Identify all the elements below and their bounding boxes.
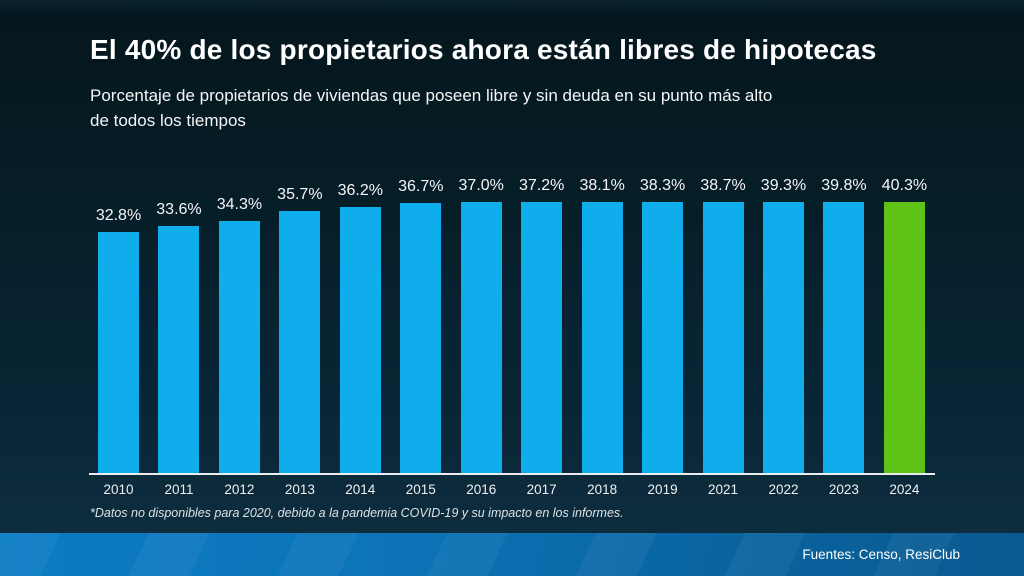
bar-column-2018: 38.1%: [579, 177, 625, 473]
x-tick-2012: 2012: [224, 482, 255, 497]
x-tick-2011: 2011: [164, 482, 194, 497]
x-tick-2017: 2017: [526, 482, 557, 497]
bar-column-2019: 38.3%: [639, 177, 686, 473]
bar-column-2012: 34.3%: [216, 177, 263, 473]
x-tick-2023: 2023: [828, 482, 859, 497]
bar-2017: [521, 202, 563, 473]
bar-column-2015: 36.7%: [398, 177, 444, 473]
bar-column-2011: 33.6%: [156, 177, 202, 473]
bar-value-label-2011: 33.6%: [156, 201, 202, 219]
x-axis-line: [89, 473, 935, 475]
bar-value-label-2014: 36.2%: [337, 182, 383, 200]
bar-value-label-2010: 32.8%: [95, 207, 142, 225]
bar-2023: [823, 202, 865, 473]
footnote: *Datos no disponibles para 2020, debido …: [90, 506, 624, 520]
page-subtitle: Porcentaje de propietarios de viviendas …: [90, 86, 773, 130]
bar-value-label-2021: 38.7%: [700, 177, 746, 194]
bar-column-2016: 37.0%: [458, 177, 504, 473]
bar-value-label-2012: 34.3%: [216, 196, 263, 214]
bar-2019: [642, 202, 684, 473]
bar-value-label-2016: 37.0%: [458, 177, 504, 194]
bar-column-2023: 39.8%: [821, 177, 867, 473]
x-tick-2019: 2019: [647, 482, 678, 497]
bar-2022: [762, 202, 804, 473]
bar-2015: [400, 203, 442, 473]
bar-value-label-2015: 36.7%: [398, 178, 444, 196]
x-tick-2018: 2018: [587, 482, 618, 497]
bar-value-label-2019: 38.3%: [639, 177, 686, 194]
x-axis-labels: 2010 2011 2012 2013 2014 2015 2016 2017 2018 2019…: [89, 482, 935, 497]
bar-column-2022: 39.3%: [760, 177, 807, 473]
bar-value-label-2023: 39.8%: [821, 177, 867, 194]
x-tick-2016: 2016: [466, 482, 497, 497]
bar-2013: [279, 210, 321, 473]
x-tick-2013: 2013: [284, 482, 315, 497]
bar-value-label-2018: 38.1%: [579, 177, 625, 194]
footer-bar: Fuentes: Censo, ResiClub: [0, 533, 1024, 576]
x-tick-2015: 2015: [405, 482, 436, 497]
bar-value-label-2024: 40.3%: [881, 177, 928, 194]
bar-value-label-2017: 37.2%: [518, 177, 565, 194]
x-tick-2024: 2024: [889, 482, 920, 497]
bar-value-label-2022: 39.3%: [760, 177, 807, 194]
x-tick-2021: 2021: [708, 482, 739, 497]
bar-2021: [702, 202, 744, 473]
x-tick-2022: 2022: [768, 482, 799, 497]
bar-column-2010: 32.8%: [95, 177, 142, 473]
bar-2024: [883, 202, 925, 473]
bar-column-2024: 40.3%: [881, 177, 928, 473]
bar-2016: [460, 202, 502, 473]
bar-column-2013: 35.7%: [277, 177, 323, 473]
bar-2014: [339, 207, 381, 473]
bar-2010: [98, 232, 139, 473]
page-title: El 40% de los propietarios ahora están l…: [90, 34, 877, 65]
bar-column-2017: 37.2%: [518, 177, 565, 473]
x-tick-2010: 2010: [103, 482, 134, 497]
bar-2018: [581, 202, 623, 473]
bar-value-label-2013: 35.7%: [277, 185, 323, 203]
bar-2011: [158, 226, 200, 473]
bar-plot: 32.8% 33.6% 34.3% 35.7% 36.2% 36.7% 37.0% 37.2%…: [89, 177, 935, 473]
x-tick-2014: 2014: [345, 482, 376, 497]
source-attribution: Fuentes: Censo, ResiClub: [802, 547, 960, 562]
bar-column-2021: 38.7%: [700, 177, 746, 473]
bar-2012: [218, 221, 260, 473]
bar-column-2014: 36.2%: [337, 177, 383, 473]
